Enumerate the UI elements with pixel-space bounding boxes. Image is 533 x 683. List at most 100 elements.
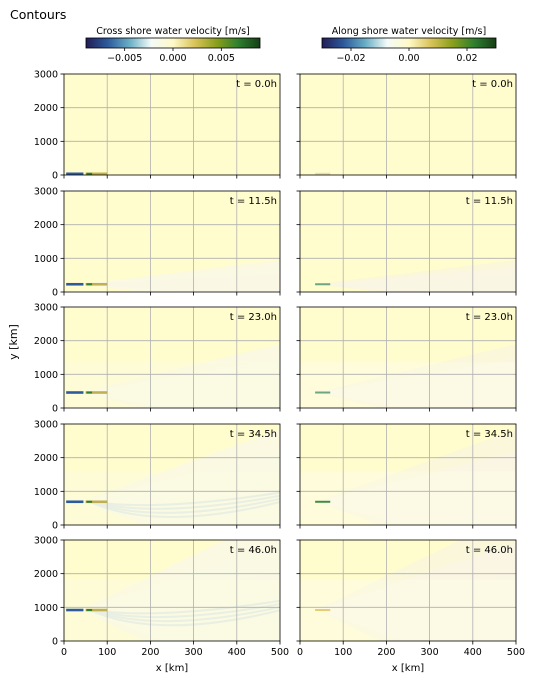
velocity-jet-core (86, 609, 93, 612)
y-tick-label: 2000 (34, 453, 58, 464)
panel-frame (299, 306, 517, 409)
x-tick-label: 100 (98, 647, 116, 658)
y-tick-label: 3000 (34, 70, 58, 81)
panel-frame (299, 73, 517, 176)
velocity-jet-core (86, 391, 93, 394)
y-tick-label: 1000 (34, 487, 58, 498)
plot-area (300, 540, 516, 641)
y-tick-label: 3000 (34, 420, 58, 431)
panel: t = 34.5h 0 1000 2000 3000 (34, 420, 281, 532)
panel-frame (299, 423, 517, 526)
time-label: t = 23.0h (466, 312, 513, 323)
wave-ray (89, 491, 280, 507)
y-tick-label: 3000 (34, 536, 58, 547)
plot-area (300, 191, 516, 292)
wave-ray (89, 599, 280, 615)
panel: t = 11.5h (296, 190, 517, 296)
colorbar (85, 37, 261, 49)
panel: t = 0.0h 0 1000 2000 3000 (34, 70, 281, 182)
y-axis-label: y [km] (7, 324, 20, 360)
time-label: t = 0.0h (236, 79, 277, 90)
heatmap-background (64, 74, 280, 175)
velocity-jet-negative (66, 172, 84, 175)
x-tick-label: 300 (421, 647, 439, 658)
colorbar-label: Along shore water velocity [m/s] (332, 26, 486, 37)
time-label: t = 23.0h (230, 312, 277, 323)
colorbar-tick-label: 0.000 (159, 53, 186, 64)
y-tick-label: 0 (52, 521, 58, 532)
x-axis-label: x [km] (392, 663, 425, 674)
panel: t = 34.5h (296, 423, 517, 529)
plot-area (64, 307, 280, 408)
plot-area (64, 74, 280, 175)
x-tick-label: 0 (61, 647, 67, 658)
x-axis-label: x [km] (156, 663, 189, 674)
x-tick-label: 200 (377, 647, 395, 658)
panel-frame (63, 539, 281, 642)
wave-band (300, 579, 516, 641)
y-tick-label: 0 (52, 288, 58, 299)
time-label: t = 11.5h (230, 196, 277, 207)
panel: t = 23.0h 0 1000 2000 3000 (34, 303, 281, 415)
x-tick-label: 0 (297, 647, 303, 658)
panel-frame (63, 73, 281, 176)
panel-frame (63, 190, 281, 293)
plot-area (300, 307, 516, 408)
wave-front (81, 260, 280, 292)
y-tick-label: 2000 (34, 103, 58, 114)
colorbars: Cross shore water velocity [m/s] −0.005 0.… (85, 26, 497, 64)
figure-title: Contours (10, 7, 66, 22)
time-label: t = 46.0h (230, 545, 277, 556)
velocity-jet (315, 500, 331, 503)
panel: t = 23.0h (296, 306, 517, 412)
x-tick-label: 400 (464, 647, 482, 658)
y-tick-label: 0 (52, 171, 58, 182)
velocity-jet-core (86, 500, 93, 503)
velocity-jet-positive (85, 172, 108, 175)
wave-band (64, 362, 280, 408)
velocity-jet-positive (85, 608, 108, 612)
panel-frame (63, 423, 281, 526)
velocity-jet-positive (85, 500, 108, 504)
wave-band (300, 471, 516, 525)
velocity-jet-core (86, 172, 93, 175)
plot-area (300, 74, 516, 175)
wave-ray (89, 609, 280, 627)
colorbar-tick-label: −0.005 (107, 53, 142, 64)
wave-ray (89, 606, 280, 623)
y-tick-label: 0 (52, 637, 58, 648)
velocity-jet-positive (85, 391, 108, 394)
time-label: t = 34.5h (466, 429, 513, 440)
plot-area (64, 424, 280, 525)
wave-ray (89, 497, 280, 514)
velocity-jet-negative (66, 282, 84, 286)
plot-area (300, 424, 516, 525)
y-tick-label: 1000 (34, 137, 58, 148)
velocity-jet-negative (66, 500, 84, 504)
x-tick-label: 500 (507, 647, 525, 658)
panel: t = 0.0h (296, 73, 517, 179)
x-tick-label: 400 (228, 647, 246, 658)
colorbar-tick-label: 0.02 (456, 53, 477, 64)
velocity-jet (315, 283, 331, 286)
time-label: t = 11.5h (466, 196, 513, 207)
colorbar-tick-label: 0.005 (208, 53, 235, 64)
panel: t = 46.0h 0 100 200 300 400 500 0 1000 2000 3000 (34, 536, 289, 659)
panel-frame (299, 190, 517, 293)
velocity-jet-negative (66, 608, 84, 612)
plot-area (64, 191, 280, 292)
x-tick-label: 500 (271, 647, 289, 658)
wave-ray (89, 494, 280, 510)
velocity-jet-core (86, 283, 93, 286)
time-label: t = 0.0h (472, 79, 513, 90)
x-tick-label: 100 (334, 647, 352, 658)
y-tick-label: 2000 (34, 336, 58, 347)
wave-ray (89, 500, 280, 518)
plot-area (64, 540, 280, 641)
velocity-jet-positive (85, 282, 108, 286)
velocity-jet (315, 172, 331, 175)
panel: t = 46.0h 0 100 200 300 400 500 (296, 539, 525, 658)
y-tick-label: 1000 (34, 603, 58, 614)
panel-frame (299, 539, 517, 642)
